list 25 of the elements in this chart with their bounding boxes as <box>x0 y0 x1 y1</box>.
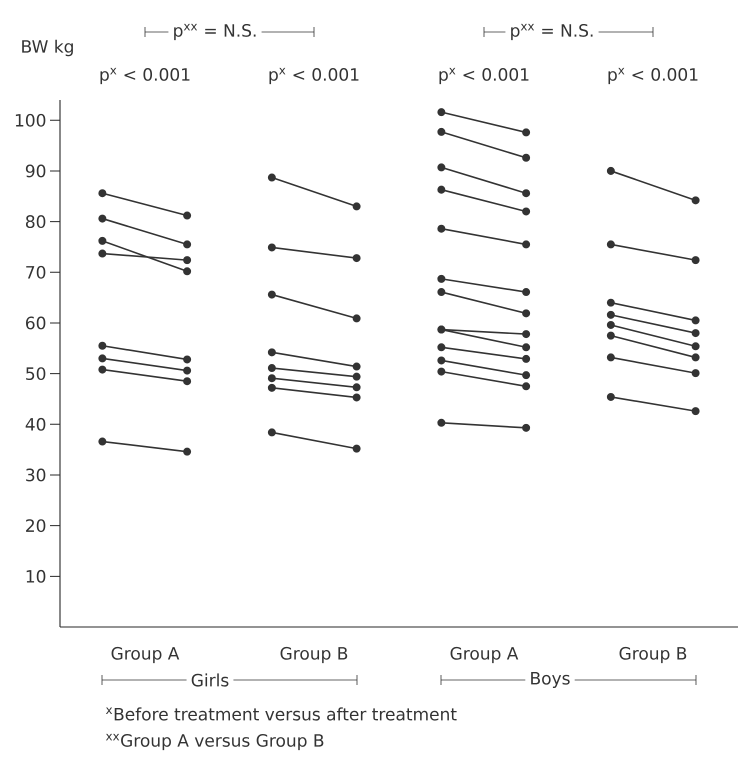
text: p$^{xx}$ = N.S. <box>511 24 593 40</box>
y-axis-title: BW kg <box>22 40 73 56</box>
y-tick-label: 80 <box>26 215 46 228</box>
text: Girls <box>192 673 228 687</box>
text: Boys <box>531 672 570 688</box>
text: Group B <box>280 646 348 664</box>
text: Group A <box>450 646 518 664</box>
text: p$^{x}$ < 0.001 <box>440 68 528 84</box>
text: $^{xx}$Group A versus Group B <box>106 734 324 750</box>
y-tick-label: 20 <box>26 519 46 532</box>
y-tick-label: 50 <box>26 367 46 380</box>
text: p$^{x}$ < 0.001 <box>608 68 698 84</box>
text: p$^{x}$ < 0.001 <box>270 68 358 84</box>
text: p$^{x}$ < 0.001 <box>100 68 190 84</box>
y-tick-label: 60 <box>26 316 46 330</box>
y-tick-label: 40 <box>26 418 46 431</box>
y-tick-label: 70 <box>26 266 46 279</box>
text: $^{x}$Before treatment versus after treatment <box>106 707 457 721</box>
y-tick-label: 100 <box>16 114 46 127</box>
text: p$^{xx}$ = N.S. <box>174 24 256 40</box>
y-tick-label: 10 <box>26 570 46 583</box>
text: Group B <box>620 646 686 664</box>
y-tick-label: 30 <box>26 468 46 482</box>
y-tick-label: 90 <box>26 164 46 178</box>
text: Group A <box>112 646 180 664</box>
